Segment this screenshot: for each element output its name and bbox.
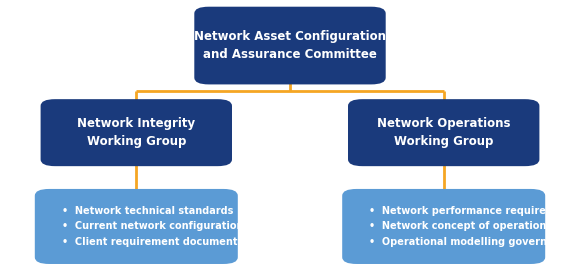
FancyBboxPatch shape [342, 189, 545, 264]
Text: •  Network performance requirements
•  Network concept of operations
•  Operatio: • Network performance requirements • Net… [369, 206, 580, 247]
Text: Network Asset Configuration
and Assurance Committee: Network Asset Configuration and Assuranc… [194, 30, 386, 61]
Text: Network Integrity
Working Group: Network Integrity Working Group [77, 117, 195, 148]
Text: Network Operations
Working Group: Network Operations Working Group [377, 117, 510, 148]
Text: •  Network technical standards
•  Current network configuration
•  Client requir: • Network technical standards • Current … [62, 206, 244, 247]
FancyBboxPatch shape [35, 189, 238, 264]
FancyBboxPatch shape [348, 99, 539, 166]
FancyBboxPatch shape [194, 7, 386, 84]
FancyBboxPatch shape [41, 99, 232, 166]
